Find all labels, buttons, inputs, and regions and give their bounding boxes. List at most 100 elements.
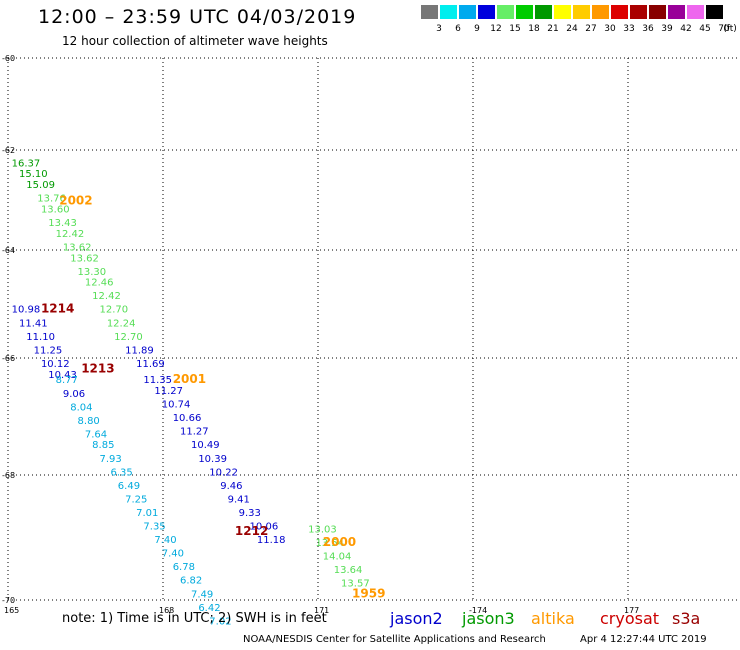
wave-height-label: 11.35 (143, 375, 172, 386)
pass-time-label: 1959 (352, 586, 385, 600)
scale-label: 45 (699, 24, 711, 34)
scale-label: 42 (680, 24, 692, 34)
wave-height-label: 12.46 (85, 278, 114, 289)
wave-height-label: 10.43 (48, 370, 77, 381)
wave-height-label: 11.69 (136, 359, 165, 370)
wave-height-label: 10.12 (41, 359, 70, 370)
wave-height-label: 7.25 (125, 494, 147, 505)
y-tick-label: -68 (2, 471, 15, 480)
wave-height-label: 6.82 (180, 576, 202, 587)
wave-height-label: 9.06 (63, 389, 85, 400)
scale-label: 33 (623, 24, 635, 34)
wave-height-label: 12.70 (114, 332, 143, 343)
scale-swatch (592, 5, 609, 19)
x-tick-label: 168 (159, 606, 174, 615)
pass-time-label: 1213 (81, 361, 114, 375)
wave-height-label: 13.76 (37, 194, 66, 205)
pass-time-label: 2000 (323, 535, 356, 549)
wave-height-label: 7.35 (143, 522, 165, 533)
scale-label: 6 (455, 24, 461, 34)
wave-height-label: 10.22 (209, 467, 238, 478)
wave-height-label: 10.66 (173, 413, 202, 424)
wave-height-label: 7.93 (100, 454, 122, 465)
legend-jason2: jason2 (390, 609, 443, 628)
wave-height-label: 11.89 (125, 345, 154, 356)
pass-time-label: 1214 (41, 302, 74, 316)
wave-height-label: 11.27 (154, 386, 183, 397)
scale-label: 30 (604, 24, 616, 34)
wave-height-label: 6.42 (198, 603, 220, 614)
scale-swatch (630, 5, 647, 19)
wave-height-label: 11.25 (34, 345, 63, 356)
y-tick-label: -66 (2, 354, 15, 363)
wave-height-label: 8.77 (56, 375, 78, 386)
scale-label: 18 (528, 24, 540, 34)
wave-height-label: 13.64 (334, 565, 363, 576)
wave-height-label: 7.02 (209, 616, 231, 627)
wave-height-label: 10.06 (250, 522, 279, 533)
scale-swatch (497, 5, 514, 19)
wave-height-label: 7.40 (154, 535, 176, 546)
wave-height-label: 7.40 (162, 549, 184, 560)
wave-height-label: 16.37 (12, 158, 41, 169)
x-tick-label: -174 (469, 606, 487, 615)
wave-height-label: 13.57 (341, 578, 370, 589)
scale-swatch (649, 5, 666, 19)
y-tick-label: -64 (2, 246, 15, 255)
x-tick-label: 171 (314, 606, 329, 615)
scale-swatch (516, 5, 533, 19)
wave-height-label: 6.35 (110, 467, 132, 478)
axis-tick-labels: 165 168 171 -174 177 -60 -62 -64 -66 -68 -70 (2, 54, 639, 615)
wave-height-label: 14.04 (323, 551, 352, 562)
legend-jason3: jason3 (462, 609, 515, 628)
wave-height-label: 10.49 (191, 440, 220, 451)
scale-swatch (440, 5, 457, 19)
scale-label: 24 (566, 24, 578, 34)
scale-swatch (478, 5, 495, 19)
wave-height-label: 12.42 (92, 291, 121, 302)
x-tick-label: 177 (624, 606, 639, 615)
legend-altika: altika (531, 609, 575, 628)
wave-height-label: 10.74 (162, 400, 191, 411)
scale-label: 3 (436, 24, 442, 34)
scale-unit: (ft) (723, 24, 737, 34)
wave-height-label: 13.60 (41, 204, 70, 215)
wave-height-label: 13.62 (70, 253, 99, 264)
wave-height-label: 11.10 (26, 332, 55, 343)
pass-time-label: 2002 (59, 193, 92, 207)
scale-swatch (535, 5, 552, 19)
wave-height-label: 9.41 (228, 494, 250, 505)
wave-height-label: 6.78 (173, 562, 195, 573)
wave-height-label: 7.49 (191, 589, 213, 600)
scale-label: 21 (547, 24, 559, 34)
scale-label: 39 (661, 24, 673, 34)
wave-height-label: 8.80 (78, 416, 100, 427)
scale-swatch (687, 5, 704, 19)
wave-height-label: 13.62 (63, 242, 92, 253)
wave-height-label: 6.49 (118, 481, 140, 492)
scale-label: 15 (509, 24, 521, 34)
scale-swatch (573, 5, 590, 19)
wave-height-label: 9.33 (239, 508, 261, 519)
scale-label: 27 (585, 24, 597, 34)
data-labels: 16.3715.1015.0913.7613.6013.4312.4213.62… (12, 158, 370, 627)
scale-swatch (611, 5, 628, 19)
timestamp-text: Apr 4 12:27:44 UTC 2019 (580, 634, 707, 645)
wave-height-label: 7.01 (136, 508, 158, 519)
wave-height-label: 10.98 (12, 305, 41, 316)
legend-s3a: s3a (672, 609, 701, 628)
scale-swatch (421, 5, 438, 19)
wave-height-label: 15.10 (19, 169, 48, 180)
y-tick-label: -70 (2, 596, 15, 605)
scale-label: 12 (490, 24, 502, 34)
chart-title: 12:00 – 23:59 UTC 04/03/2019 (38, 6, 357, 28)
wave-height-label: 13.03 (308, 524, 337, 535)
wave-height-label: 13.30 (78, 267, 107, 278)
scale-swatch (668, 5, 685, 19)
y-tick-label: -62 (2, 146, 15, 155)
scale-swatch (706, 5, 723, 19)
scale-label: 36 (642, 24, 654, 34)
wave-height-label: 12.24 (107, 318, 136, 329)
time-labels: 2002 1214 1213 2001 1212 2000 1959 (41, 193, 386, 600)
